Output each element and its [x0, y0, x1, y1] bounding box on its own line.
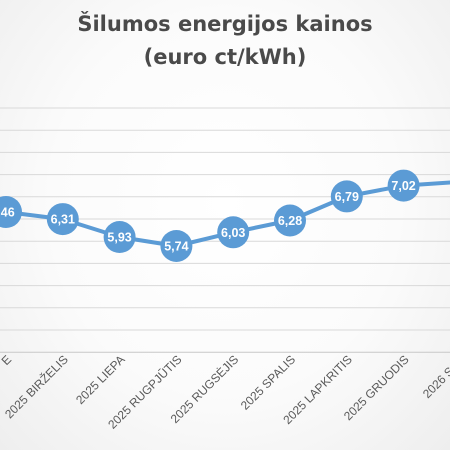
- data-marker: [217, 216, 250, 249]
- chart-title: Šilumos energijos kainos: [77, 12, 373, 36]
- chart-subtitle: (euro ct/kWh): [143, 45, 307, 69]
- x-tick-label: E: [0, 352, 14, 368]
- data-marker: [46, 203, 79, 236]
- x-tick-label: 2025 SPALIS: [238, 352, 298, 412]
- data-marker: [103, 221, 136, 254]
- data-marker: [0, 196, 22, 228]
- data-point: 6,28: [274, 204, 306, 237]
- data-point: 5,74: [160, 229, 193, 262]
- data-marker: [387, 169, 420, 202]
- data-label: 5,93: [107, 231, 131, 245]
- data-point: 6,03: [217, 216, 250, 249]
- data-point: ,46: [0, 196, 22, 228]
- data-marker: [274, 204, 306, 237]
- data-label: 6,03: [221, 226, 245, 240]
- data-label: 6,31: [51, 213, 75, 227]
- data-label: 6,79: [335, 190, 359, 204]
- data-point: 6,31: [46, 203, 79, 236]
- data-marker: [160, 229, 193, 262]
- data-marker: [330, 180, 363, 213]
- data-point: 6,79: [330, 180, 363, 213]
- x-tick-label: 2026 SAU: [420, 352, 450, 401]
- data-label: 6,28: [278, 214, 302, 228]
- data-point: 7,02: [387, 169, 420, 202]
- data-point: 5,93: [103, 221, 136, 254]
- data-label: ,46: [0, 206, 15, 220]
- data-label: 7,02: [391, 179, 415, 193]
- data-label: 5,74: [164, 239, 188, 253]
- x-tick-label: 2025 LIEPA: [73, 352, 128, 407]
